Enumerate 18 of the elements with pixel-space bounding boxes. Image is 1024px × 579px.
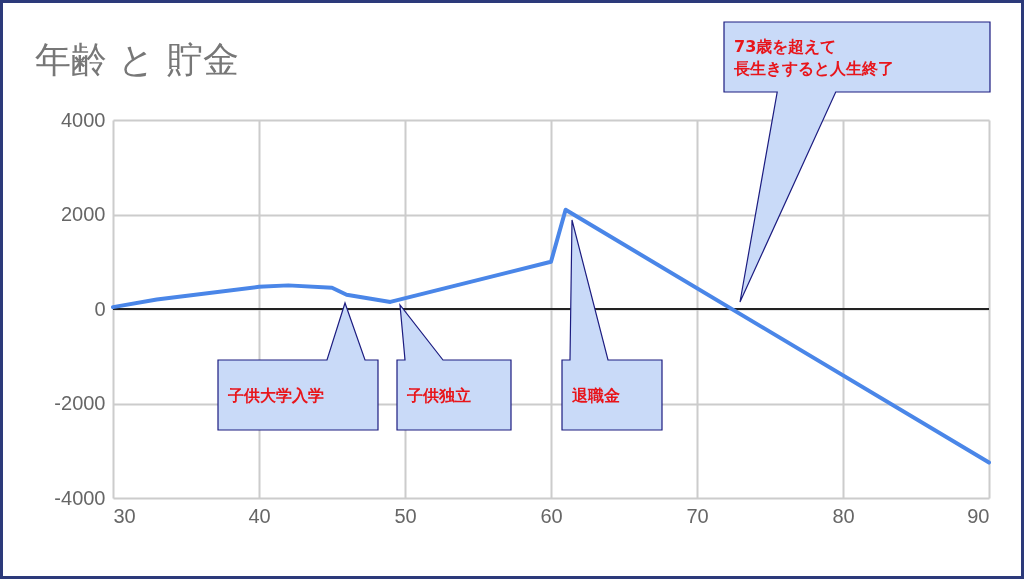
x-tick-label: 70 xyxy=(686,504,709,527)
x-tick-label: 60 xyxy=(540,504,563,527)
annotation: 子供大学入学 xyxy=(227,386,324,405)
y-tick-label: 2000 xyxy=(61,203,106,225)
x-tick-label: 80 xyxy=(832,504,855,527)
y-tick-label: 0 xyxy=(94,297,106,320)
y-tick-label: 4000 xyxy=(61,108,106,131)
x-tick-label: 50 xyxy=(394,504,417,527)
text: 73歳を超えて長生きすると人生終了 xyxy=(733,37,894,78)
y-tick-label: -4000 xyxy=(54,486,106,509)
chart-title: 年齢 と 貯金 xyxy=(35,38,239,82)
annotation: 退職金 xyxy=(571,386,620,405)
line-series xyxy=(111,207,991,465)
x-tick-label: 30 xyxy=(113,504,136,527)
y-tick-label: -2000 xyxy=(54,392,106,414)
annotation: 子供独立 xyxy=(406,386,471,405)
x-tick-label: 40 xyxy=(248,504,271,527)
x-tick-label: 90 xyxy=(967,504,990,527)
